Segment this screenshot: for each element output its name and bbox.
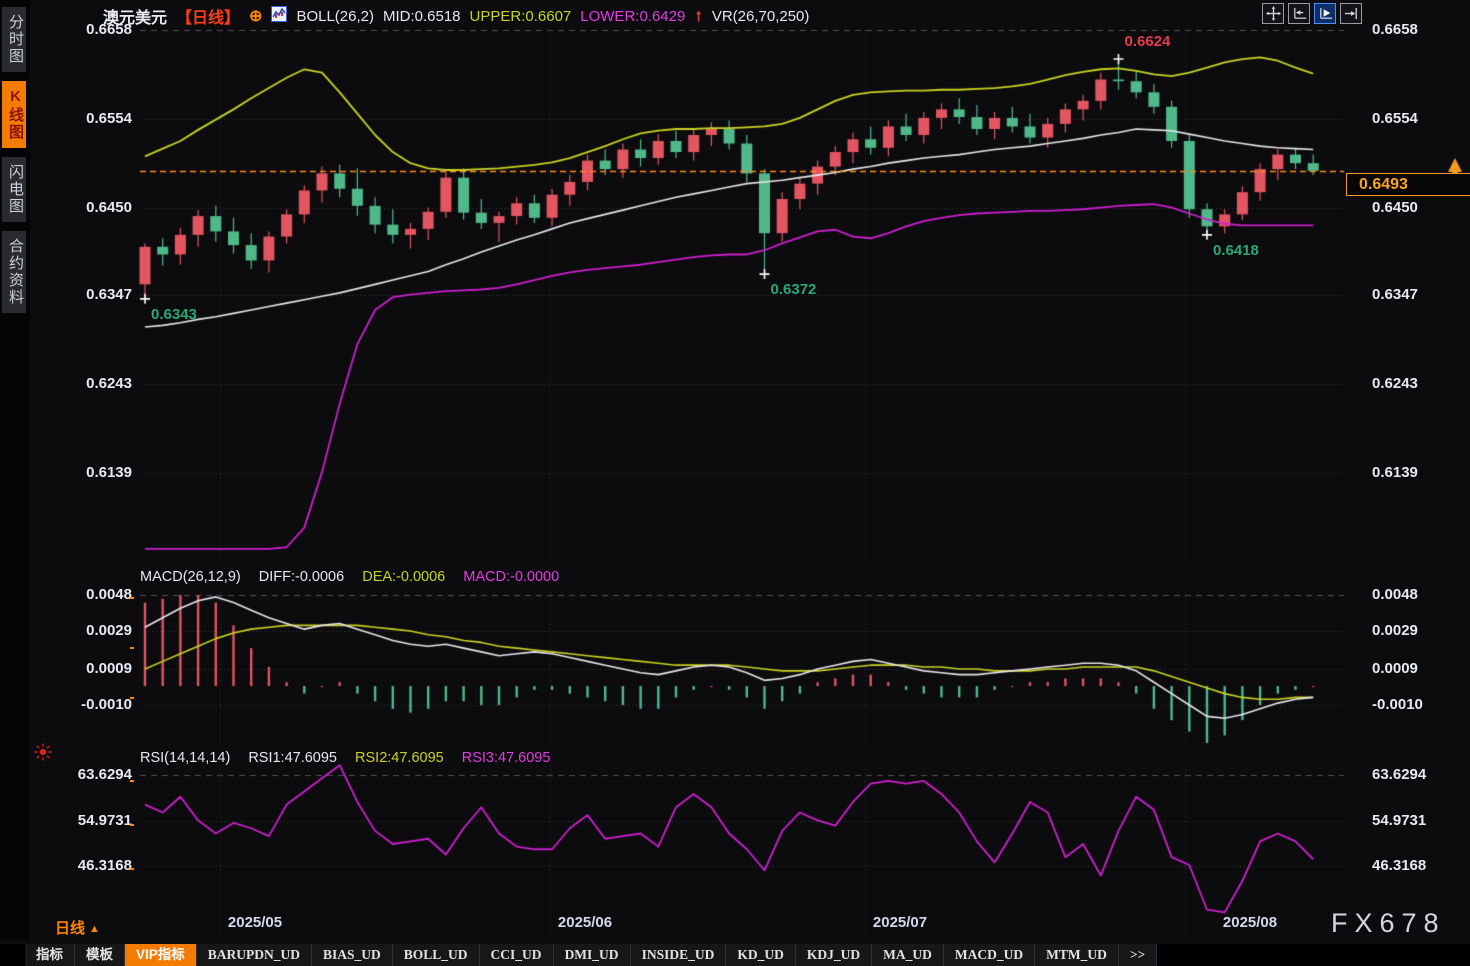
main-y-tick-right: 0.6347 xyxy=(1372,286,1418,304)
rsi-y-tick-left: 63.6294 xyxy=(77,766,132,783)
boll-lower-value: LOWER:0.6429 xyxy=(580,7,686,25)
bottom-tab-kd_ud[interactable]: KD_UD xyxy=(726,944,796,966)
macd-y-tick-right: -0.0010 xyxy=(1372,696,1423,713)
price-annotation: 0.6418 xyxy=(1213,241,1259,259)
macd-legend: MACD(26,12,9) DIFF:-0.0006 DEA:-0.0006 M… xyxy=(140,569,573,585)
bottom-tab--[interactable]: 指标 xyxy=(25,944,75,966)
vr-label: VR(26,70,250) xyxy=(711,7,810,25)
price-annotation: 0.6372 xyxy=(770,281,817,299)
rsi-y-tick-right: 54.9731 xyxy=(1372,811,1427,829)
macd-y-tick-left: -0.0010 xyxy=(81,696,132,713)
axis-pan-left-icon[interactable] xyxy=(1288,3,1310,24)
main-y-tick-right: 0.6554 xyxy=(1372,109,1418,127)
collapse-right-icon[interactable] xyxy=(1340,3,1362,24)
bottom-tab-kdj_ud[interactable]: KDJ_UD xyxy=(795,944,873,966)
pane-handle-tick xyxy=(130,780,134,782)
x-axis-label[interactable]: 2025/05 xyxy=(227,914,283,931)
macd-y-tick-right: 0.0048 xyxy=(1372,586,1418,603)
pane-handle-tick xyxy=(130,868,134,870)
sidebar-item-flash-chart[interactable]: 闪电图 xyxy=(2,157,26,222)
rsi-label: RSI(14,14,14) xyxy=(140,750,231,766)
chart-header: 澳元美元 【日线】 ⊕ BOLL(26,2) MID:0.6518 UPPER:… xyxy=(103,4,809,28)
up-arrow-icon: ↑ xyxy=(694,6,703,25)
rsi-y-tick-right: 46.3168 xyxy=(1372,857,1427,874)
macd-y-tick-right: 0.0009 xyxy=(1372,659,1418,677)
bottom-tab-boll_ud[interactable]: BOLL_UD xyxy=(392,944,480,966)
chart-toolbar xyxy=(1262,3,1362,24)
boll-label: BOLL(26,2) xyxy=(296,7,374,25)
macd-y-tick-right: 0.0029 xyxy=(1372,622,1418,640)
crosshair-icon[interactable] xyxy=(1262,3,1284,24)
chevron-up-icon: ▲ xyxy=(89,923,100,935)
bottom-tab-barupdn_ud[interactable]: BARUPDN_UD xyxy=(196,944,313,966)
rsi2-value: RSI2:47.6095 xyxy=(355,750,444,766)
bottom-tab--[interactable]: 模板 xyxy=(75,944,125,966)
sidebar-item-timeshare-chart[interactable]: 分时图 xyxy=(2,7,26,72)
main-y-tick-left: 0.6554 xyxy=(86,109,132,127)
main-y-tick-right: 0.6243 xyxy=(1372,375,1418,393)
main-y-tick-left: 0.6658 xyxy=(86,21,132,38)
main-y-tick-left: 0.6139 xyxy=(86,464,132,481)
period-selector[interactable]: 日线 ▲ xyxy=(55,917,100,938)
bottom-tab-cci_ud[interactable]: CCI_UD xyxy=(479,944,554,966)
rsi-y-tick-right: 63.6294 xyxy=(1372,766,1427,783)
macd-y-tick-left: 0.0029 xyxy=(86,622,132,640)
rsi3-value: RSI3:47.6095 xyxy=(461,750,551,766)
main-y-tick-left: 0.6347 xyxy=(86,286,132,304)
current-price-tag: 0.6493 xyxy=(1346,173,1470,196)
bottom-tab-macd_ud[interactable]: MACD_UD xyxy=(943,944,1036,966)
price-annotation: 0.6343 xyxy=(151,305,197,323)
sidebar-item-contract-info[interactable]: 合约资料 xyxy=(2,231,26,313)
x-axis-label[interactable]: 2025/08 xyxy=(1222,914,1278,931)
macd-label: MACD(26,12,9) xyxy=(140,569,241,585)
macd-diff-value: DIFF:-0.0006 xyxy=(258,569,345,585)
bottom-tab-inside_ud[interactable]: INSIDE_UD xyxy=(630,944,727,966)
bottom-tab-bias_ud[interactable]: BIAS_UD xyxy=(312,944,393,966)
globe-icon[interactable]: ⊕ xyxy=(249,8,263,25)
bottom-tab-dmi_ud[interactable]: DMI_UD xyxy=(553,944,631,966)
period-badge: 【日线】 xyxy=(176,10,241,27)
sidebar-item-kline-chart[interactable]: K线图 xyxy=(2,81,26,148)
symbol-name: 澳元美元 xyxy=(103,10,168,27)
main-y-tick-right: 0.6450 xyxy=(1372,198,1418,216)
rsi-y-tick-left: 54.9731 xyxy=(77,811,132,829)
pane-handle-tick xyxy=(130,697,134,699)
macd-y-tick-left: 0.0009 xyxy=(86,659,132,677)
main-y-tick-left: 0.6450 xyxy=(86,198,132,216)
bottom-tab-ma_ud[interactable]: MA_UD xyxy=(872,944,944,966)
price-annotation: 0.6624 xyxy=(1124,33,1171,51)
main-y-tick-left: 0.6243 xyxy=(86,375,132,393)
macd-y-tick-left: 0.0048 xyxy=(86,586,132,603)
rsi-legend: RSI(14,14,14) RSI1:47.6095 RSI2:47.6095 … xyxy=(140,750,564,766)
bottom-tab->>[interactable]: >> xyxy=(1118,944,1158,966)
alert-icon[interactable] xyxy=(33,742,53,767)
bottom-tab-vip-[interactable]: VIP指标 xyxy=(125,944,197,966)
x-axis-label[interactable]: 2025/06 xyxy=(557,914,613,931)
rsi1-value: RSI1:47.6095 xyxy=(248,750,337,766)
chart-type-sidebar: 分时图 K线图闪电图合约资料 xyxy=(0,0,30,940)
mini-chart-icon[interactable] xyxy=(271,6,288,26)
bottom-tab-mtm_ud[interactable]: MTM_UD xyxy=(1035,944,1119,966)
main-y-tick-right: 0.6658 xyxy=(1372,21,1418,38)
pane-handle-tick xyxy=(130,647,134,649)
pane-handle-tick xyxy=(130,824,134,826)
macd-macd-value: MACD:-0.0000 xyxy=(463,569,560,585)
boll-mid-value: MID:0.6518 xyxy=(382,7,461,25)
pane-handle-tick xyxy=(130,597,134,599)
x-axis-label[interactable]: 2025/07 xyxy=(872,914,928,931)
rsi-y-tick-left: 46.3168 xyxy=(77,857,132,874)
period-selector-label: 日线 xyxy=(55,920,86,937)
axis-play-icon[interactable] xyxy=(1314,3,1336,24)
macd-dea-value: DEA:-0.0006 xyxy=(362,569,446,585)
boll-upper-value: UPPER:0.6607 xyxy=(469,7,572,25)
indicator-tab-bar: 指标 模板 VIP指标 BARUPDN_UD BIAS_UD BOLL_UD CCI_UD D… xyxy=(0,944,1470,966)
watermark: FX678 xyxy=(1331,908,1446,938)
main-y-tick-right: 0.6139 xyxy=(1372,464,1418,481)
